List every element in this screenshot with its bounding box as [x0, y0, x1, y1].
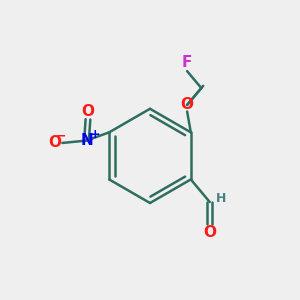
Text: O: O [203, 225, 216, 240]
Text: +: + [89, 128, 100, 141]
Text: O: O [82, 104, 94, 119]
Text: N: N [80, 133, 93, 148]
Text: −: − [56, 129, 66, 142]
Text: O: O [48, 135, 61, 150]
Text: O: O [181, 98, 194, 112]
Text: H: H [216, 192, 226, 205]
Text: F: F [182, 56, 192, 70]
